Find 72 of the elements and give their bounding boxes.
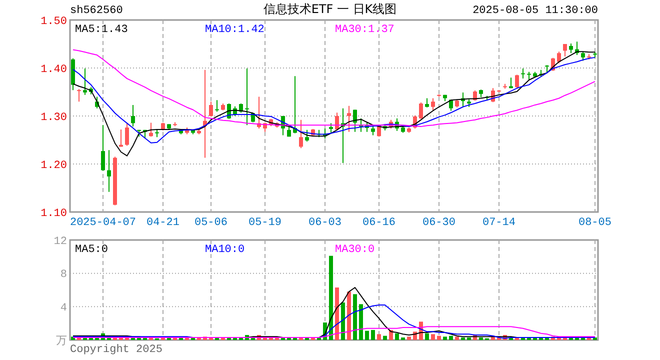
text: 2025-08-05 11:30:00 [472, 5, 598, 17]
bar [371, 330, 375, 340]
text: Copyright 2025 [70, 344, 162, 356]
x-tick-label: 06-30 [422, 217, 456, 229]
text: MA30:0 [335, 244, 375, 256]
text: MA5:0 [75, 244, 108, 256]
candlestick [215, 100, 219, 112]
candlestick [335, 112, 339, 130]
bar [437, 336, 441, 340]
bar [383, 336, 387, 340]
bar [347, 292, 351, 340]
text: MA10:1.42 [205, 24, 264, 36]
candlestick [557, 51, 561, 64]
candlestick [305, 129, 309, 142]
bar [395, 333, 399, 340]
chart-title: 信息技术ETF 一 日K线图 [263, 2, 397, 16]
y-tick-label: 1.50 [40, 16, 67, 28]
text: MA10:0 [205, 244, 245, 256]
candlestick [329, 122, 333, 134]
bar [353, 294, 357, 340]
line-series [72, 326, 596, 338]
candlestick [371, 124, 375, 136]
x-tick-label: 06-16 [362, 217, 396, 229]
candlestick [107, 150, 111, 192]
candlestick [245, 68, 249, 126]
candlestick [131, 104, 135, 128]
bar [407, 336, 411, 340]
y-tick-label: 1.40 [40, 64, 67, 76]
x-tick-label: 07-14 [482, 217, 516, 229]
y-tick-label: 12 [54, 236, 67, 248]
candlestick [425, 98, 429, 108]
y-tick-label: 万 [56, 334, 67, 348]
candlestick [581, 51, 585, 62]
y-tick-label: 4 [60, 302, 68, 315]
bar [377, 334, 381, 340]
candlestick [125, 122, 129, 146]
text: MA30:1.37 [335, 24, 394, 36]
bar [329, 256, 333, 340]
bar [443, 336, 447, 340]
candlestick [299, 119, 303, 149]
y-tick-label: 1.20 [40, 160, 67, 172]
x-tick-label: 04-21 [146, 217, 180, 229]
candlestick [209, 101, 213, 117]
bar [341, 302, 345, 340]
candlestick [83, 68, 87, 96]
bar [449, 336, 453, 340]
y-tick-label: 8 [60, 269, 67, 282]
candlestick [569, 43, 573, 54]
x-tick-label: 08-05 [578, 217, 612, 229]
x-tick-label: 05-19 [248, 217, 282, 229]
bar [365, 330, 369, 340]
bar [425, 333, 429, 340]
text: sh562560 [70, 5, 123, 17]
x-tick-label: 2025-04-07 [70, 217, 136, 229]
candlestick [101, 124, 105, 172]
x-tick-label: 06-03 [308, 217, 342, 229]
candlestick [521, 68, 525, 80]
candlestick [515, 74, 519, 88]
bar [431, 334, 435, 340]
candlestick [563, 44, 567, 57]
bar [335, 288, 339, 340]
bar [455, 336, 459, 340]
text: MA5:1.43 [75, 24, 128, 36]
y-tick-label: 1.10 [40, 208, 67, 220]
candlestick [419, 102, 423, 120]
candlestick [347, 105, 351, 132]
x-tick-label: 05-06 [194, 217, 228, 229]
candlestick [77, 88, 81, 102]
y-tick-label: 1.30 [40, 112, 67, 124]
bar [359, 304, 363, 340]
candlestick [431, 98, 435, 111]
line-series [72, 56, 596, 144]
